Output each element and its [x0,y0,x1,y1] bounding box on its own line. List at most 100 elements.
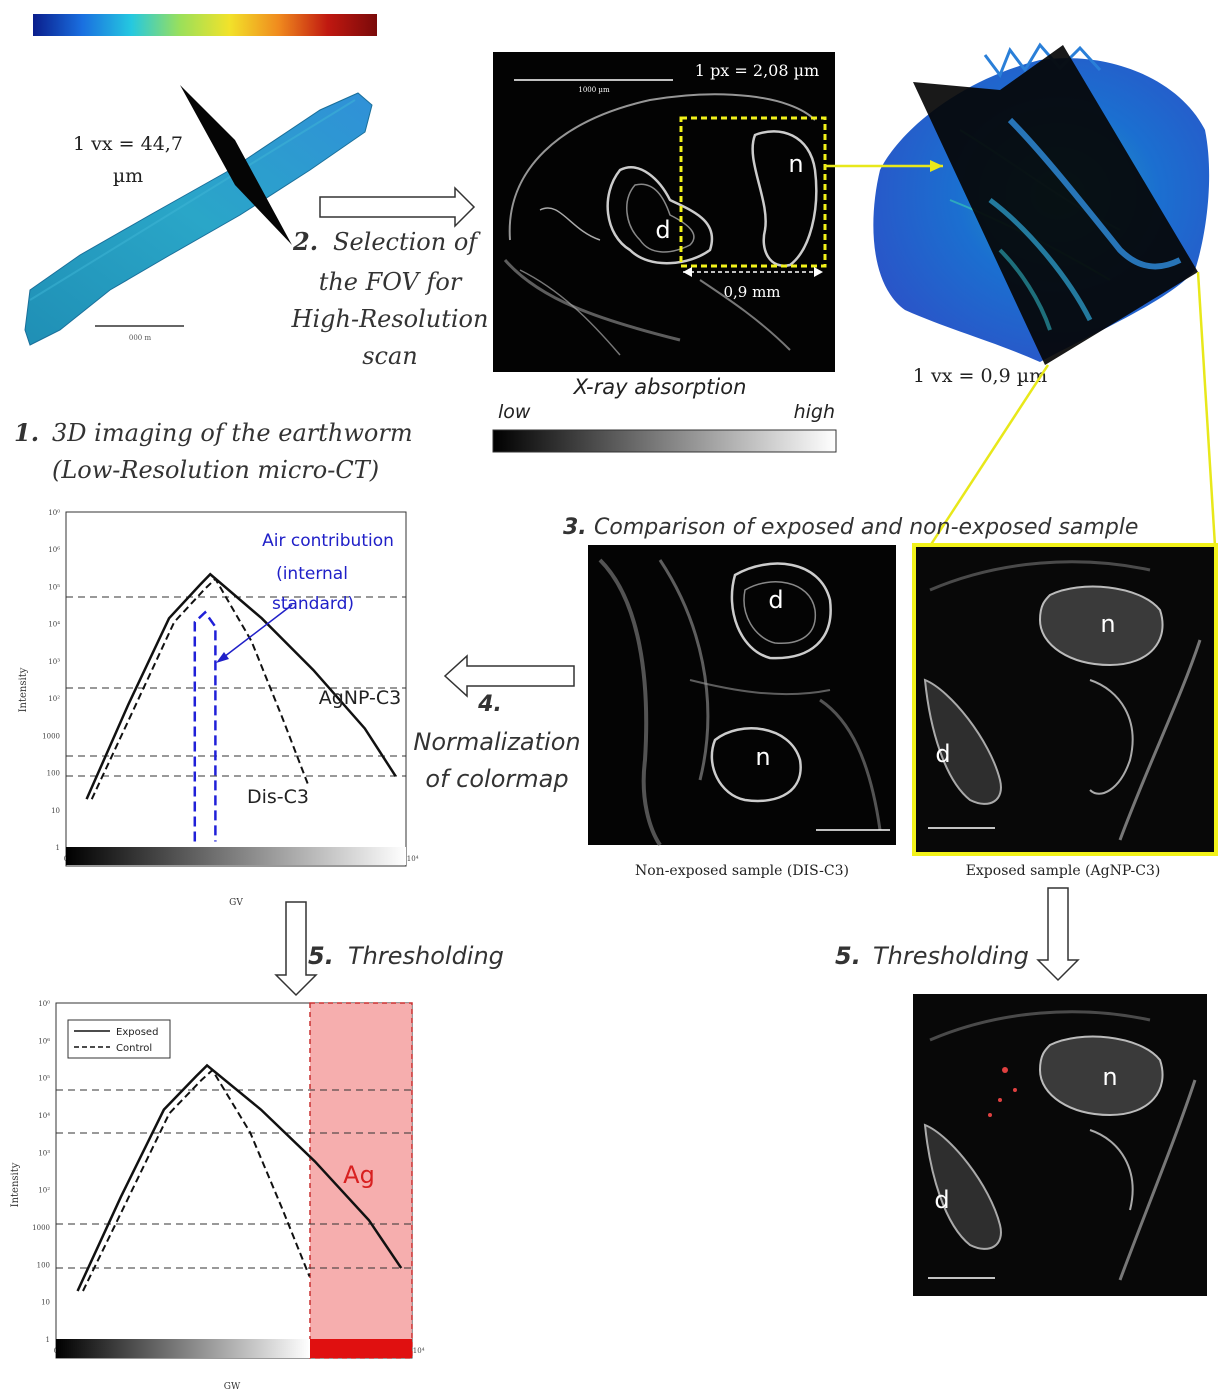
y-tick-label: 10⁴ [38,1112,50,1120]
slice-top-panel: 1000 µm 1 px = 2,08 µm 0,9 mm d n [493,52,835,372]
series-label-agnp: AgNP-C3 [319,687,402,709]
arrow-down-right [1036,887,1080,982]
step5-left-text: Thresholding [348,942,504,970]
step3-text: Comparison of exposed and non-exposed sa… [594,515,1138,540]
air-annotation-line2: (internal [276,564,348,584]
series-line-agnp-c3 [85,572,397,800]
x-tick-label: 6.4·10⁴ [393,855,418,863]
step2-line1: Selection of [333,228,481,256]
air-annotation-arrow [219,604,293,661]
series-line-dis-c3 [90,577,310,800]
chart1-xlabel: GV [229,898,243,908]
step5-right-text: Thresholding [873,942,1029,970]
step2-number: 2. [292,227,318,256]
xray-title: X-ray absorption [573,375,747,399]
arrow-right [319,186,476,228]
y-tick-label: 1000 [32,1224,50,1232]
step4-number: 4. [477,692,502,717]
colorbar [33,14,377,36]
air-annotation-line1: Air contribution [262,531,394,551]
worm-scale-label: 000 m [129,334,152,342]
y-tick-label: 100 [37,1261,50,1269]
chart2-series [76,1063,403,1292]
legend-exposed: Exposed [116,1027,158,1038]
y-tick-label: 10³ [38,1149,50,1157]
volume-slice-plane [913,45,1198,365]
thresholded-label-d: d [934,1186,949,1214]
chart2-ylabel: Intensity [10,1162,21,1207]
step1-text: 1. 3D imaging of the earthworm (Low-Reso… [14,418,413,484]
xray-low-label: low [498,401,531,423]
fov-dimension-label: 0,9 mm [723,283,780,301]
step5-left-number: 5. [308,942,334,970]
series-line-control [82,1068,311,1292]
air-annotation-line3: standard) [272,594,354,614]
y-tick-label: 1000 [42,732,60,740]
non-exposed-label-d: d [768,586,783,614]
exposed-panel: n d [912,543,1218,856]
y-tick-label: 10 [41,1299,50,1307]
non-exposed-panel: d n [588,545,896,847]
high-res-volume [873,42,1210,365]
y-tick-label: 10 [51,807,60,815]
non-exposed-caption: Non-exposed sample (DIS-C3) [635,863,849,879]
xray-gradient-bar [492,429,837,453]
step1-number: 1. [14,418,39,447]
legend-control: Control [116,1043,152,1054]
y-tick-label: 100 [47,770,60,778]
y-tick-label: 10⁵ [48,583,60,591]
arrow-left [443,654,575,698]
chart1-series [85,572,397,842]
chart1-ylabel: Intensity [18,667,29,712]
x-tick-label: 6.4·10⁴ [399,1347,424,1355]
high-res-voxel-label: 1 vx = 0,9 µm [913,365,1047,387]
step5-right-number: 5. [835,942,861,970]
low-res-voxel-label: 1 vx = 44,7 [73,133,183,155]
fov-selection-box [679,116,827,268]
non-exposed-label-n: n [755,743,770,771]
step2-line4: scan [362,342,418,370]
step2-line2: the FOV for [319,268,463,296]
chart1-gray-colorbar [66,847,406,865]
slice-plane [180,85,292,245]
slice-label-n: n [788,150,803,178]
y-tick-label: 10⁰ [38,1000,50,1008]
link-volume-left [928,364,1050,547]
y-tick-label: 10⁴ [48,621,60,629]
y-tick-label: 1 [46,1336,50,1344]
exposed-label-n: n [1100,610,1115,638]
arrow-down-left [274,901,318,997]
step1-line2: (Low-Resolution micro-CT) [52,456,379,484]
step1-line1: 3D imaging of the earthworm [52,419,413,447]
step2-line3: High-Resolution [291,305,489,333]
y-tick-label: 10⁰ [48,509,60,517]
y-tick-label: 10⁵ [38,1075,50,1083]
y-tick-label: 10³ [48,658,60,666]
step2-text: 2. Selection of the FOV for High-Resolut… [291,227,489,370]
series-label-dis: Dis-C3 [247,786,309,808]
series-line-exposed [76,1063,403,1292]
low-res-voxel-unit: µm [113,165,143,187]
slice-pixel-label: 1 px = 2,08 µm [695,61,819,80]
link-volume-right [1196,271,1217,547]
low-res-worm: 000 m [24,85,373,346]
chart2-red-colorbar [310,1339,412,1358]
thresholded-label-n: n [1102,1063,1117,1091]
exposed-caption: Exposed sample (AgNP-C3) [966,863,1161,879]
chart2-y-ticks: 10⁰ 10⁶ 10⁵ 10⁴ 10³ 10² 1000 100 10 1 [32,1000,50,1344]
chart2-legend: Exposed Control [67,1019,171,1059]
thresholded-panel: n d [913,994,1207,1296]
y-tick-label: 10⁶ [48,546,60,554]
y-tick-label: 1 [56,844,60,852]
y-tick-label: 10⁶ [38,1037,50,1045]
slice-scale-label: 1000 µm [578,86,610,94]
step4-line1: Normalization [413,728,580,756]
ag-threshold-region [310,1003,412,1358]
ag-label: Ag [343,1161,375,1189]
y-tick-label: 10² [48,695,60,703]
slice-label-d: d [655,216,670,244]
chart1-y-ticks: 10⁰ 10⁶ 10⁵ 10⁴ 10³ 10² 1000 100 10 1 [42,509,60,852]
